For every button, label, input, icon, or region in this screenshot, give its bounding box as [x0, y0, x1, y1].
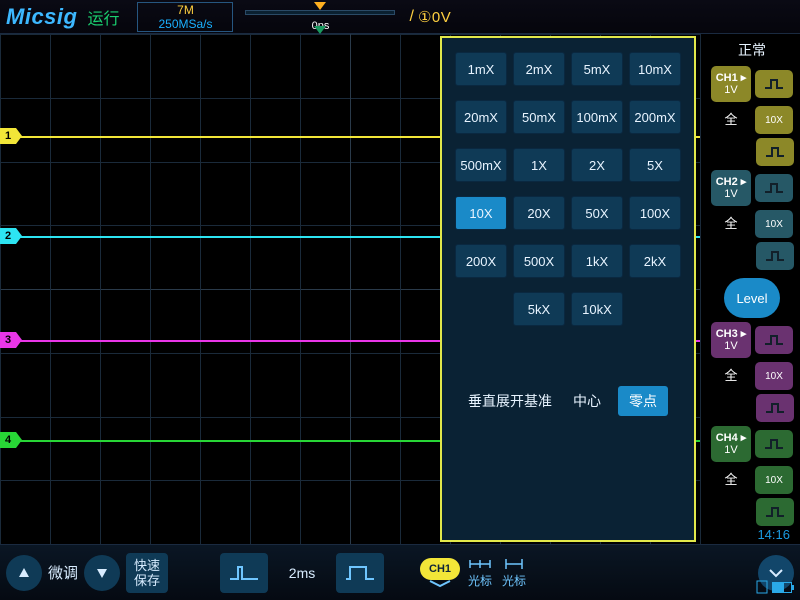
timebase-readout[interactable]: 2ms [274, 565, 330, 581]
t-marker-icon [314, 26, 326, 34]
probe-option[interactable]: 100X [629, 196, 681, 230]
clock: 14:16 [757, 527, 790, 542]
probe-option[interactable]: 1kX [571, 244, 623, 278]
sample-rate-box[interactable]: 7M 250MSa/s [137, 2, 233, 32]
probe-option[interactable]: 50mX [513, 100, 565, 134]
probe-option[interactable]: 2X [571, 148, 623, 182]
probe-option[interactable]: 200X [455, 244, 507, 278]
bandwidth-label: 全 [711, 365, 751, 384]
probe-option[interactable]: 20mX [455, 100, 507, 134]
probe-option[interactable]: 1mX [455, 52, 507, 86]
waveform-icon[interactable] [756, 498, 794, 526]
probe-option[interactable]: 200mX [629, 100, 681, 134]
expand-center-button[interactable]: 中心 [562, 386, 612, 416]
probe-option[interactable]: 20X [513, 196, 565, 230]
battery-icon [772, 582, 792, 593]
trigger-level-button[interactable]: Level [724, 278, 780, 318]
channel-scale-button[interactable]: CH2 ▸1V [711, 170, 751, 206]
chevron-down-icon [426, 580, 454, 588]
channel-scale-button[interactable]: CH3 ▸1V [711, 322, 751, 358]
channel-marker-3[interactable]: 3 [0, 332, 16, 348]
channel-marker-1[interactable]: 1 [0, 128, 16, 144]
probe-option[interactable]: 10mX [629, 52, 681, 86]
up-button[interactable] [6, 555, 42, 591]
mem-depth: 7M [177, 3, 194, 17]
probe-ratio-popup: 1mX2mX5mX10mX 20mX50mX100mX200mX 500mX1X2X… [440, 36, 696, 542]
status-icons [756, 580, 792, 594]
chevron-down-icon [768, 568, 784, 578]
probe-indicator[interactable]: 10X [755, 466, 793, 494]
waveform-icon[interactable] [756, 394, 794, 422]
probe-option[interactable]: 10X [455, 196, 507, 230]
probe-option[interactable]: 1X [513, 148, 565, 182]
probe-option[interactable]: 50X [571, 196, 623, 230]
time-wide-button[interactable] [336, 553, 384, 593]
probe-option[interactable]: 5X [629, 148, 681, 182]
sdcard-icon [756, 580, 768, 594]
bandwidth-label: 全 [711, 469, 751, 488]
waveform-icon[interactable] [756, 242, 794, 270]
cursor-fine-button[interactable]: 光标 [500, 557, 528, 589]
probe-option[interactable]: 10kX [571, 292, 623, 326]
expand-zero-button[interactable]: 零点 [618, 386, 668, 416]
probe-option[interactable]: 2mX [513, 52, 565, 86]
probe-option[interactable]: 5mX [571, 52, 623, 86]
time-position-bar[interactable]: 0ps [245, 2, 395, 32]
trigger-marker-icon [314, 2, 326, 10]
probe-option[interactable]: 500X [513, 244, 565, 278]
trigger-level-readout[interactable]: ①0V [418, 8, 451, 26]
probe-option[interactable]: 500mX [455, 148, 507, 182]
cursor-label: 光标 [468, 572, 492, 589]
coupling-icon[interactable] [755, 174, 793, 202]
probe-option[interactable]: 2kX [629, 244, 681, 278]
channel-marker-4[interactable]: 4 [0, 432, 16, 448]
top-bar: Micsig 运行 7M 250MSa/s 0ps / ①0V [0, 0, 800, 34]
probe-indicator[interactable]: 10X [755, 106, 793, 134]
probe-option[interactable]: 100mX [571, 100, 623, 134]
coupling-icon[interactable] [755, 430, 793, 458]
cursor-label: 光标 [502, 572, 526, 589]
probe-indicator[interactable]: 10X [755, 210, 793, 238]
waveform-icon[interactable] [756, 138, 794, 166]
bandwidth-label: 全 [711, 109, 751, 128]
probe-option[interactable]: 5kX [513, 292, 565, 326]
channel-scale-button[interactable]: CH4 ▸1V [711, 426, 751, 462]
channel-side-panel: 正常CH1 ▸1V全10XCH2 ▸1V全10XLevelCH3 ▸1V全10X… [704, 34, 800, 544]
brand-logo: Micsig [6, 4, 77, 30]
channel-pill-selector[interactable]: CH1 [420, 558, 460, 588]
cursor-coarse-button[interactable]: 光标 [466, 557, 494, 589]
channel-marker-2[interactable]: 2 [0, 228, 16, 244]
bandwidth-label: 全 [711, 213, 751, 232]
bottom-toolbar: 微调 快速保存 2ms CH1 光标 光标 [0, 544, 800, 600]
coupling-icon[interactable] [755, 70, 793, 98]
run-status[interactable]: 运行 [87, 5, 119, 29]
active-channel-pill[interactable]: CH1 [420, 558, 460, 580]
time-narrow-button[interactable] [220, 553, 268, 593]
edge-icon[interactable]: / [409, 8, 413, 26]
down-button[interactable] [84, 555, 120, 591]
expand-ref-label: 垂直展开基准 [468, 391, 552, 411]
sample-rate: 250MSa/s [158, 17, 212, 31]
channel-scale-button[interactable]: CH1 ▸1V [711, 66, 751, 102]
probe-indicator[interactable]: 10X [755, 362, 793, 390]
coupling-icon[interactable] [755, 326, 793, 354]
quick-save-button[interactable]: 快速保存 [126, 553, 168, 593]
trigger-mode-label[interactable]: 正常 [738, 40, 766, 60]
fine-label[interactable]: 微调 [48, 562, 78, 583]
